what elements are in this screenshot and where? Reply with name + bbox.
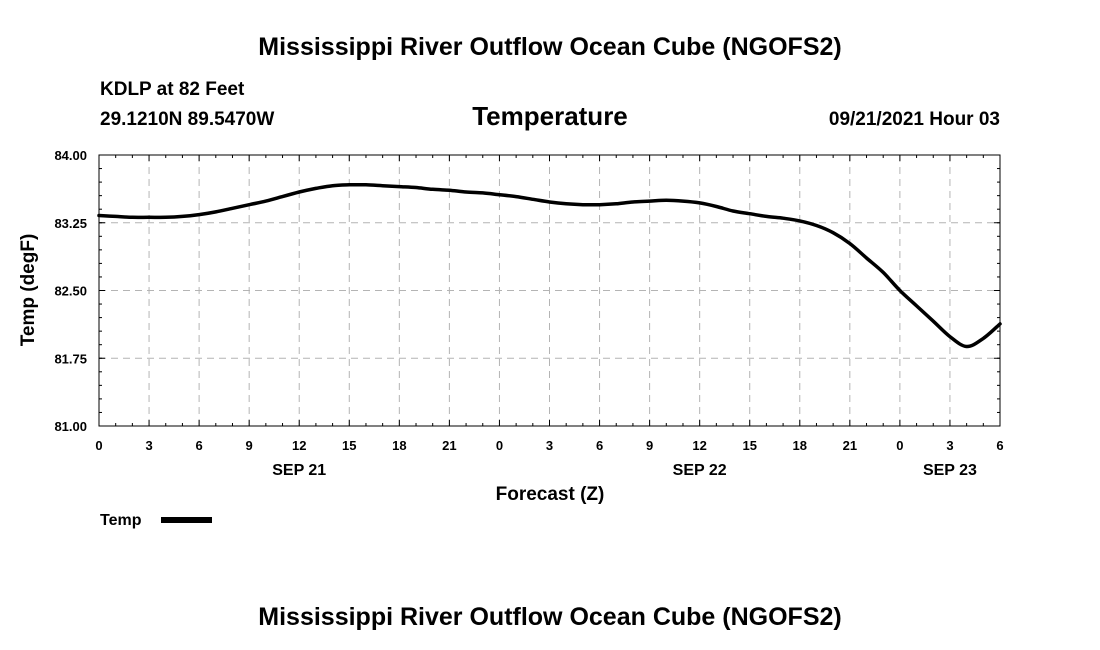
x-axis-label: Forecast (Z) <box>496 484 605 505</box>
x-tick-label: 12 <box>692 438 706 453</box>
variable-title: Temperature <box>472 101 628 131</box>
x-tick-label: 0 <box>496 438 503 453</box>
x-tick-label: 0 <box>95 438 102 453</box>
x-tick-label: 9 <box>646 438 653 453</box>
x-tick-label: 3 <box>946 438 953 453</box>
y-axis-label: Temp (degF) <box>18 234 39 347</box>
x-tick-label: 6 <box>996 438 1003 453</box>
y-tick-label: 83.25 <box>54 216 87 231</box>
y-tick-label: 81.00 <box>54 419 87 434</box>
x-tick-label: 12 <box>292 438 306 453</box>
x-tick-label: 3 <box>546 438 553 453</box>
x-tick-label: 21 <box>442 438 456 453</box>
y-tick-label: 81.75 <box>54 351 87 366</box>
station-label: KDLP at 82 Feet <box>100 79 245 100</box>
x-tick-label: 6 <box>195 438 202 453</box>
legend-label: Temp <box>100 512 142 529</box>
date-label: SEP 21 <box>272 462 326 479</box>
x-tick-label: 15 <box>742 438 756 453</box>
plot-frame <box>98 154 1001 427</box>
x-tick-label: 9 <box>246 438 253 453</box>
date-labels: SEP 21 SEP 22 SEP 23 <box>272 462 977 479</box>
x-tick-label: 3 <box>145 438 152 453</box>
y-tick-label: 84.00 <box>54 148 87 163</box>
chart-title: Mississippi River Outflow Ocean Cube (NG… <box>258 33 841 61</box>
station-coordinates: 29.1210N 89.5470W <box>100 109 274 130</box>
date-label: SEP 23 <box>923 462 977 479</box>
footer-title: Mississippi River Outflow Ocean Cube (NG… <box>258 603 841 631</box>
x-tick-label: 18 <box>793 438 807 453</box>
y-tick-label: 82.50 <box>54 284 87 299</box>
y-tick-labels: 81.00 81.75 82.50 83.25 84.00 <box>54 148 87 434</box>
grid-lines <box>99 155 1000 426</box>
x-tick-label: 18 <box>392 438 406 453</box>
x-tick-label: 6 <box>596 438 603 453</box>
x-tick-label: 21 <box>843 438 857 453</box>
forecast-datetime: 09/21/2021 Hour 03 <box>829 109 1000 130</box>
x-tick-label: 0 <box>896 438 903 453</box>
x-tick-labels: 0 3 6 9 12 15 18 21 0 3 6 9 12 15 18 21 0 3 6 <box>95 438 1003 453</box>
date-label: SEP 22 <box>673 462 727 479</box>
temp-series-line <box>97 182 1002 349</box>
x-tick-label: 15 <box>342 438 356 453</box>
